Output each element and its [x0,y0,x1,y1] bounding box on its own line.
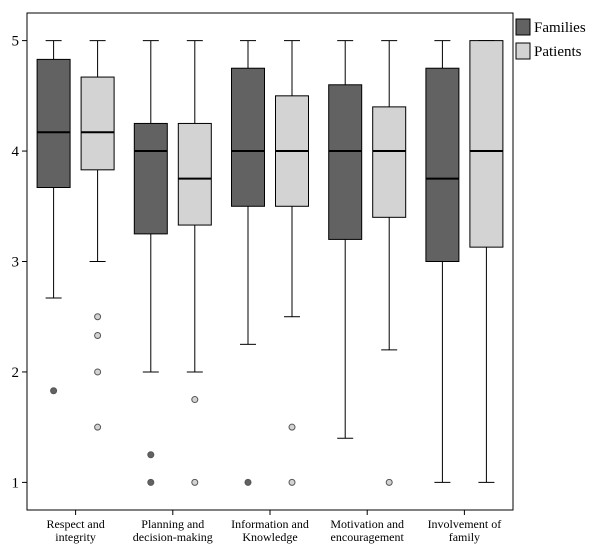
outlier-point [288,478,296,486]
legend-swatch [515,18,531,36]
box-iqr [133,122,168,235]
box-iqr [328,84,363,240]
outlier-point [147,451,155,459]
box-iqr [80,76,115,171]
y-tick-label: 2 [12,365,20,381]
outlier-point [288,423,296,431]
legend-label: Patients [534,44,582,60]
outlier-point [191,396,199,404]
outlier-point [50,387,58,395]
outlier-point [94,368,102,376]
box-iqr [372,106,407,218]
y-tick-label: 1 [12,475,20,491]
legend-label: Families [534,20,586,36]
box-iqr [177,122,212,226]
outlier-point [147,478,155,486]
y-tick-label: 5 [12,34,20,50]
outlier-point [94,331,102,339]
x-category-label: Planning and decision-making [133,517,213,544]
box-iqr [469,40,504,248]
outlier-point [385,478,393,486]
legend-swatch [515,42,531,60]
x-category-label: Motivation and encouragement [330,517,404,544]
box-iqr [425,67,460,262]
x-category-label: Respect and integrity [46,517,104,544]
y-tick-label: 3 [12,255,20,271]
outlier-point [94,423,102,431]
outlier-point [191,478,199,486]
x-category-label: Involvement of family [428,517,502,544]
y-tick-label: 4 [12,144,20,160]
box-iqr [231,67,265,207]
box-iqr [36,58,71,189]
outlier-point [244,478,252,486]
x-category-label: Information and Knowledge [231,517,309,544]
outlier-point [94,313,102,321]
